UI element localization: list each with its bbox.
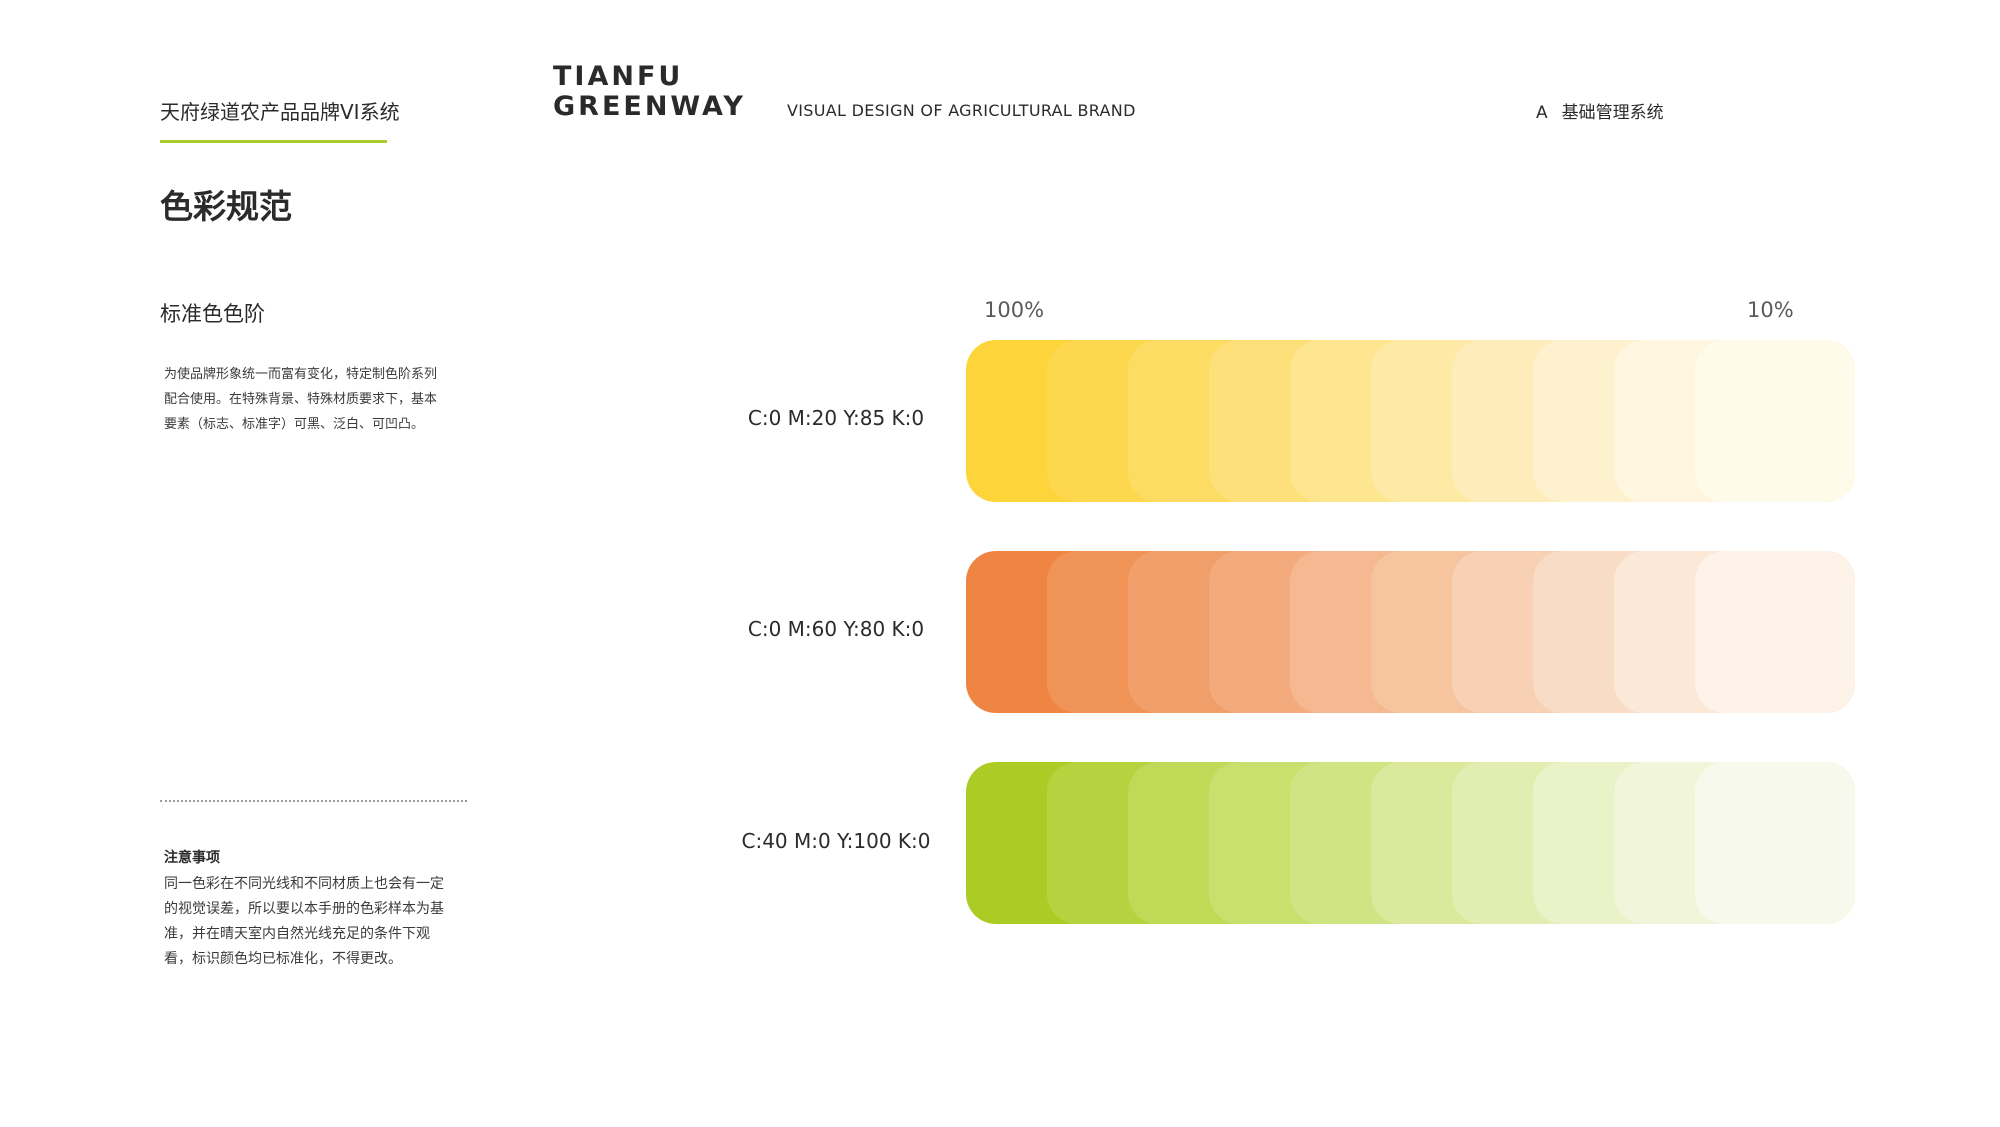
notes-line: 的视觉误差，所以要以本手册的色彩样本为基: [164, 901, 444, 917]
scale-end-label: 10%: [1747, 298, 1794, 322]
notes-line: 看，标识颜色均已标准化，不得更改。: [164, 951, 402, 967]
color-swatch: [1695, 551, 1855, 713]
section-subtitle: 标准色色阶: [160, 302, 265, 326]
color-row-label: C:0 M:20 Y:85 K:0: [747, 406, 925, 430]
description-line: 要素（标志、标准字）可黑、泛白、可凹凸。: [164, 417, 425, 432]
section-letter: A: [1536, 103, 1548, 123]
notes-title: 注意事项: [164, 850, 220, 866]
description-line: 配合使用。在特殊背景、特殊材质要求下，基本: [164, 392, 438, 407]
section-indicator: A 基础管理系统: [1536, 98, 1664, 123]
color-swatch: [1695, 340, 1855, 502]
color-scale-green: [966, 762, 1855, 924]
color-swatch: [1695, 762, 1855, 924]
scale-start-label: 100%: [984, 298, 1045, 322]
color-scale-orange: [966, 551, 1855, 713]
brand-underline: [160, 140, 387, 143]
dotted-divider: [160, 800, 467, 802]
logo-line-2: GREENWAY: [553, 91, 746, 122]
brand-name-cn: 天府绿道农产品品牌VI系统: [160, 100, 400, 124]
description: 为使品牌形象统一而富有变化，特定制色阶系列 配合使用。在特殊背景、特殊材质要求下…: [164, 362, 474, 437]
color-row-label: C:40 M:0 Y:100 K:0: [741, 829, 931, 853]
color-scale-yellow: [966, 340, 1855, 502]
notes-line: 准，并在晴天室内自然光线充足的条件下观: [164, 926, 430, 942]
logo-line-1: TIANFU: [553, 61, 684, 92]
notes-line: 同一色彩在不同光线和不同材质上也会有一定: [164, 876, 444, 892]
section-name: 基础管理系统: [1561, 103, 1664, 123]
logo: TIANFU GREENWAY: [553, 62, 746, 122]
subtitle-en: VISUAL DESIGN OF AGRICULTURAL BRAND: [787, 101, 1136, 120]
notes-text: 同一色彩在不同光线和不同材质上也会有一定 的视觉误差，所以要以本手册的色彩样本为…: [164, 872, 484, 972]
color-row-label: C:0 M:60 Y:80 K:0: [747, 617, 925, 641]
page-title: 色彩规范: [160, 187, 292, 226]
description-line: 为使品牌形象统一而富有变化，特定制色阶系列: [164, 367, 438, 382]
